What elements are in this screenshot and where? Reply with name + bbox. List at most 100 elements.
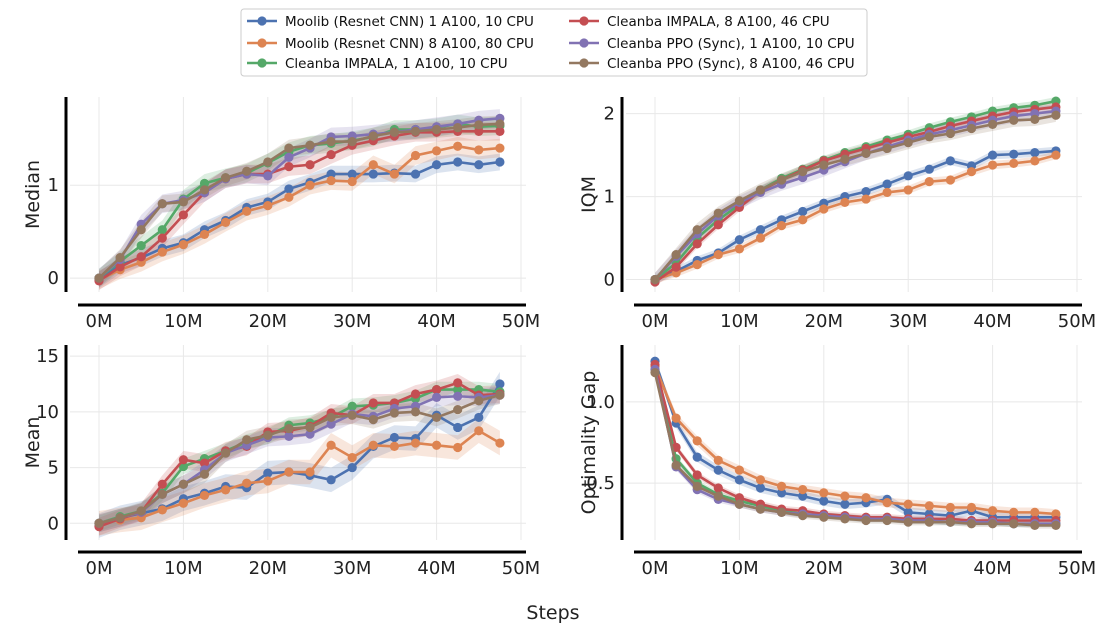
data-point (453, 422, 463, 433)
legend-label: Cleanba IMPALA, 1 A100, 10 CPU (285, 56, 508, 72)
data-point (692, 436, 702, 446)
data-point (1051, 520, 1061, 530)
data-point (1030, 507, 1040, 517)
data-point (157, 225, 167, 235)
confidence-band (99, 122, 500, 291)
data-point (1009, 149, 1019, 159)
chart-panel-3: 0 5 10 15 0M 10M 20M 30M 40M 50M Mean (22, 345, 540, 579)
data-point (840, 514, 850, 524)
data-point (819, 496, 829, 506)
data-point (671, 262, 681, 272)
legend-entry: Cleanba IMPALA, 1 A100, 10 CPU (247, 56, 508, 72)
data-point (777, 488, 787, 498)
data-point (840, 197, 850, 207)
data-point (305, 160, 315, 170)
data-point (777, 481, 787, 491)
data-point (903, 171, 913, 181)
data-point (242, 478, 252, 488)
data-point (157, 233, 167, 243)
data-point (1051, 110, 1061, 120)
data-point (692, 452, 702, 462)
data-point (305, 467, 315, 477)
data-point (819, 488, 829, 498)
data-point (115, 513, 125, 523)
x-tick-label: 40M (417, 558, 455, 579)
data-point (347, 452, 357, 463)
y-tick-label: 1.0 (586, 392, 615, 413)
data-point (389, 127, 399, 137)
data-point (819, 204, 829, 214)
data-point (671, 250, 681, 260)
data-point (178, 240, 188, 250)
y-tick-label: 0 (48, 268, 59, 289)
data-point (755, 185, 766, 195)
legend-marker (257, 16, 267, 26)
data-point (242, 206, 252, 216)
data-point (1030, 156, 1040, 166)
data-point (1009, 115, 1019, 125)
data-point (157, 505, 167, 515)
data-point (305, 429, 315, 439)
data-point (692, 225, 702, 235)
data-point (326, 475, 336, 485)
data-point (924, 164, 934, 174)
data-point (474, 120, 484, 130)
data-point (734, 499, 745, 509)
data-point (495, 157, 505, 167)
data-point (368, 131, 378, 141)
data-point (945, 502, 956, 513)
legend-label: Moolib (Resnet CNN) 8 A100, 80 CPU (285, 36, 534, 52)
legend-marker (257, 58, 267, 68)
data-point (755, 475, 766, 485)
chart-panel-4: 0.5 1.0 0M 10M 20M 30M 40M 50M Optimality Gap (578, 345, 1096, 579)
legend-label: Cleanba IMPALA, 8 A100, 46 CPU (607, 14, 830, 30)
data-point (495, 126, 505, 136)
x-tick-label: 0M (642, 558, 669, 579)
data-point (671, 460, 681, 470)
series-line (94, 390, 505, 528)
data-point (1030, 114, 1040, 125)
data-point (777, 221, 787, 231)
x-tick-label: 50M (1058, 558, 1096, 579)
data-point (945, 175, 956, 185)
data-point (692, 260, 702, 270)
y-tick-label: 2 (604, 104, 615, 125)
data-point (924, 517, 934, 527)
data-point (263, 430, 273, 440)
data-point (178, 455, 188, 465)
data-point (1030, 147, 1040, 158)
data-point (819, 160, 829, 170)
series-line (650, 368, 1061, 530)
y-axis-label: Mean (22, 417, 44, 469)
data-point (326, 136, 336, 147)
x-tick-label: 20M (805, 311, 843, 332)
data-point (798, 511, 808, 521)
data-point (284, 423, 294, 434)
data-point (734, 465, 745, 475)
x-tick-label: 50M (502, 558, 540, 579)
data-point (798, 215, 808, 225)
data-point (326, 169, 336, 179)
data-point (924, 501, 934, 511)
x-tick-label: 10M (720, 558, 758, 579)
data-point (410, 389, 421, 399)
data-point (410, 169, 421, 179)
data-point (199, 469, 210, 479)
confidence-band (655, 108, 1056, 287)
data-point (199, 458, 210, 468)
data-point (284, 431, 294, 441)
data-point (945, 517, 956, 527)
data-point (347, 462, 357, 473)
data-point (755, 504, 766, 514)
data-point (410, 438, 421, 448)
data-point (453, 157, 463, 167)
data-point (713, 208, 723, 218)
data-point (453, 378, 463, 388)
data-point (474, 412, 484, 423)
series-line (650, 361, 1061, 519)
data-point (713, 250, 723, 260)
data-point (347, 136, 357, 147)
data-point (924, 132, 934, 142)
